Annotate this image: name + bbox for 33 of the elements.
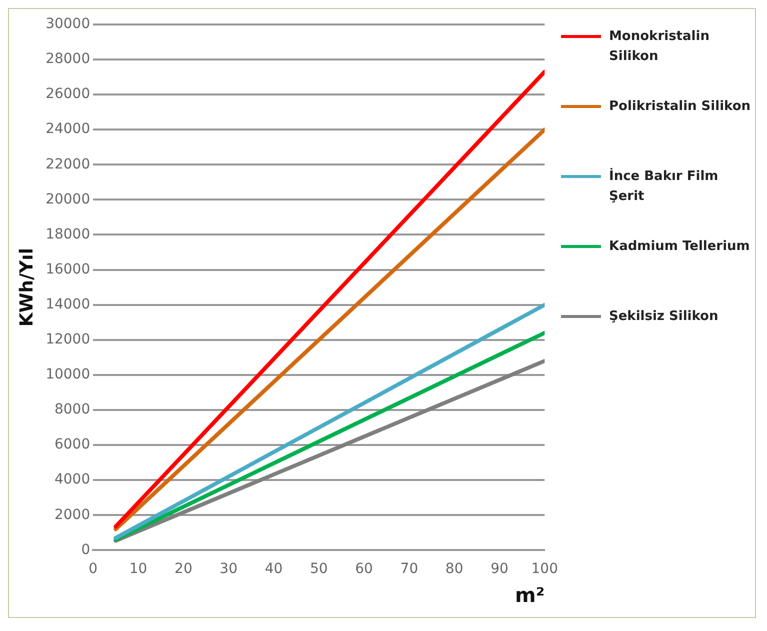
y-tick-label: 16000 <box>46 261 90 278</box>
y-tick-label: 22000 <box>46 156 90 172</box>
y-tick-label: 26000 <box>46 86 90 102</box>
x-axis-title: m² <box>515 583 545 608</box>
y-axis-title: KWh/Yıl <box>16 248 38 327</box>
y-tick-label: 14000 <box>46 296 90 312</box>
x-tick-label: 50 <box>310 561 328 578</box>
legend-label: Monokristalin Silikon <box>609 28 710 66</box>
y-tick-label: 24000 <box>46 121 90 138</box>
x-tick-label: 10 <box>129 561 148 578</box>
x-tick-label: 60 <box>355 561 373 578</box>
y-tick-label: 8000 <box>54 402 90 418</box>
legend-label: Kadmium Tellerium <box>609 238 750 256</box>
y-tick-label: 12000 <box>46 332 90 348</box>
y-tick-label: 18000 <box>46 226 90 242</box>
x-tick-label: 20 <box>174 561 192 578</box>
x-tick-label: 70 <box>400 561 418 578</box>
y-tick-label: 2000 <box>54 506 90 523</box>
x-tick-label: 90 <box>490 561 508 578</box>
y-tick-label: 10000 <box>46 366 90 383</box>
x-tick-label: 80 <box>445 561 464 578</box>
y-tick-label: 20000 <box>46 191 90 208</box>
legend-label: İnce Bakır Film Şerit <box>609 167 720 206</box>
x-tick-label: 40 <box>264 561 283 578</box>
y-tick-label: 4000 <box>54 472 90 488</box>
y-tick-label: 28000 <box>46 51 90 68</box>
x-tick-label: 30 <box>220 561 238 578</box>
legend-label: Şekilsiz Silikon <box>609 308 718 326</box>
legend-label: Polikristalin Silikon <box>609 98 751 116</box>
y-tick-label: 6000 <box>54 436 90 453</box>
y-tick-label: 30000 <box>46 16 90 32</box>
y-tick-label: 0 <box>81 542 90 558</box>
x-tick-label: 100 <box>531 561 558 578</box>
